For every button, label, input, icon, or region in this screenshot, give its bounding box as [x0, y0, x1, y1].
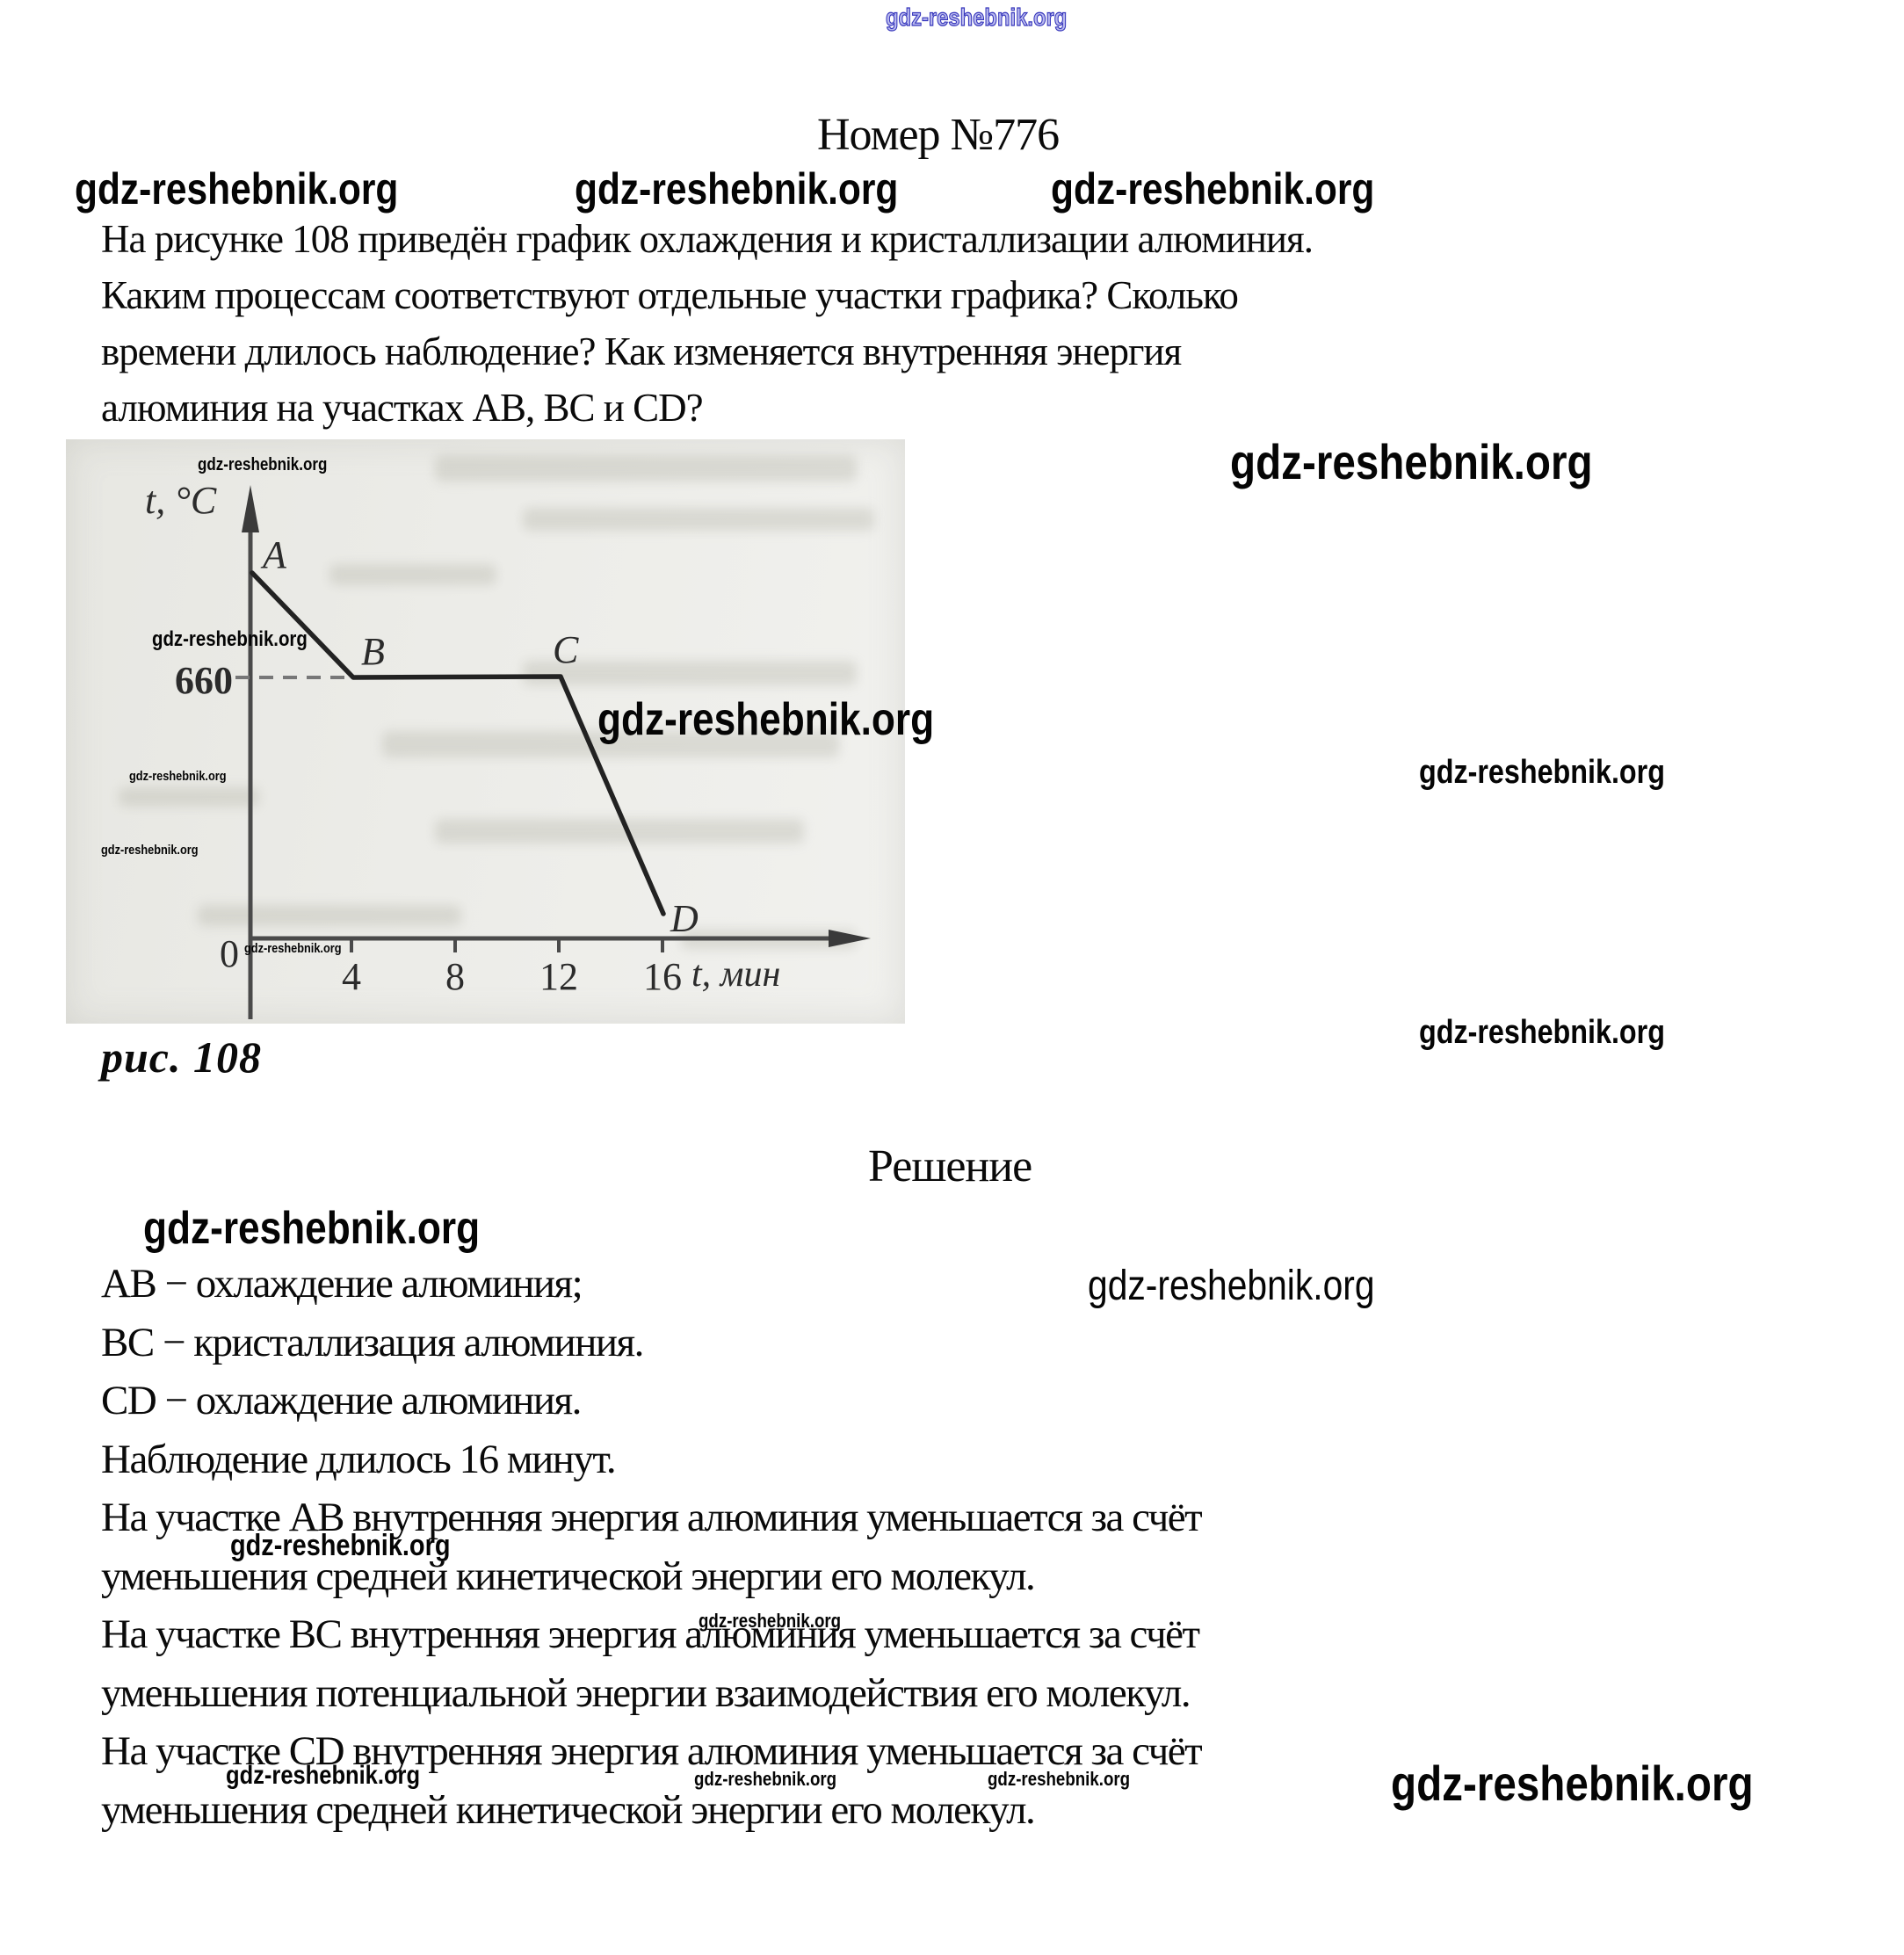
- scan-smudge: [523, 661, 857, 685]
- point-label-a: A: [260, 533, 287, 576]
- watermark-right-2: gdz-reshebnik.org: [1419, 1014, 1665, 1051]
- watermark-right-3: gdz-reshebnik.org: [1088, 1263, 1375, 1309]
- watermark-big-middle: gdz-reshebnik.org: [597, 694, 935, 745]
- solution-line: уменьшения средней кинетической энергии …: [101, 1786, 1036, 1833]
- x-tick-label: 16: [643, 955, 682, 998]
- page-title: Номер №776: [817, 110, 1060, 160]
- point-label-d: D: [670, 897, 699, 940]
- scan-smudge: [435, 819, 804, 844]
- point-label-b: B: [361, 630, 385, 673]
- watermark-figure-origin: gdz-reshebnik.org: [244, 941, 342, 956]
- watermark-big-bottom-right: gdz-reshebnik.org: [1391, 1756, 1754, 1811]
- x-tick-label: 12: [539, 955, 578, 998]
- solution-line: CD − охлаждение алюминия.: [101, 1378, 582, 1423]
- watermark-solution-mid-2: gdz-reshebnik.org: [699, 1610, 842, 1632]
- cooling-curve: [250, 570, 666, 916]
- solution-text: AB − охлаждение алюминия; BC − кристалли…: [101, 1255, 1203, 1839]
- watermark-figure-small-2: gdz-reshebnik.org: [101, 843, 199, 858]
- scan-smudge: [523, 508, 874, 531]
- solution-line: На участке CD внутренняя энергия алюмини…: [101, 1728, 1203, 1774]
- solution-line: Наблюдение длилось 16 минут.: [101, 1436, 617, 1482]
- x-axis-arrow-icon: [829, 930, 871, 947]
- problem-text: На рисунке 108 приведён график охлаждени…: [101, 211, 1314, 436]
- scan-smudge: [119, 787, 259, 807]
- scan-smudge: [198, 905, 461, 926]
- watermark-solution-mid-1: gdz-reshebnik.org: [230, 1529, 451, 1562]
- problem-line: На рисунке 108 приведён график охлаждени…: [101, 217, 1314, 261]
- watermark-right-1: gdz-reshebnik.org: [1419, 754, 1665, 791]
- problem-line: времени длилось наблюдение? Как изменяет…: [101, 329, 1182, 373]
- watermark-bottom-small-1: gdz-reshebnik.org: [694, 1768, 837, 1790]
- y-ref-label: 660: [175, 659, 233, 702]
- solution-line: BC − кристаллизация алюминия.: [101, 1319, 644, 1365]
- problem-line: алюминия на участках AB, BC и CD?: [101, 386, 704, 430]
- scan-smudge: [329, 564, 496, 585]
- x-tick-label: 4: [342, 955, 361, 998]
- watermark-bottom-left: gdz-reshebnik.org: [226, 1761, 421, 1790]
- watermark-figure-small-1: gdz-reshebnik.org: [129, 769, 227, 784]
- figure-caption: рис. 108: [101, 1032, 262, 1082]
- watermark-figure-left: gdz-reshebnik.org: [152, 627, 308, 651]
- solution-line: уменьшения средней кинетической энергии …: [101, 1553, 1036, 1599]
- cooling-graph: t, °C t, мин 660 0 4 8 12 16 A B C D: [145, 479, 871, 1019]
- solution-line: На участке BC внутренняя энергия алюмини…: [101, 1611, 1200, 1657]
- solution-line: уменьшения потенциальной энергии взаимод…: [101, 1669, 1191, 1716]
- y-axis-label: t, °C: [145, 479, 217, 522]
- solution-line: AB − охлаждение алюминия;: [101, 1261, 583, 1307]
- problem-line: Каким процессам соответствуют отдельные …: [101, 273, 1239, 317]
- solution-line: На участке AB внутренняя энергия алюмини…: [101, 1495, 1203, 1540]
- watermark-row-center: gdz-reshebnik.org: [575, 164, 899, 214]
- watermark-top-center: gdz-reshebnik.org: [885, 4, 1068, 31]
- y-axis-arrow-icon: [242, 485, 259, 532]
- solution-heading: Решение: [868, 1141, 1032, 1191]
- scan-smudge: [382, 731, 839, 757]
- watermark-solution-left: gdz-reshebnik.org: [143, 1203, 481, 1254]
- watermark-big-top-right: gdz-reshebnik.org: [1230, 434, 1593, 489]
- figure-scan-area: t, °C t, мин 660 0 4 8 12 16 A B C D: [66, 439, 905, 1024]
- scan-smudge: [435, 455, 857, 482]
- origin-label: 0: [220, 932, 239, 975]
- watermark-figure-top: gdz-reshebnik.org: [198, 455, 328, 474]
- watermark-row-left: gdz-reshebnik.org: [75, 164, 399, 214]
- x-axis-label: t, мин: [691, 954, 780, 995]
- x-tick-label: 8: [445, 955, 465, 998]
- watermark-bottom-small-2: gdz-reshebnik.org: [988, 1768, 1131, 1790]
- point-label-c: C: [553, 628, 579, 671]
- watermark-row-right: gdz-reshebnik.org: [1051, 164, 1375, 214]
